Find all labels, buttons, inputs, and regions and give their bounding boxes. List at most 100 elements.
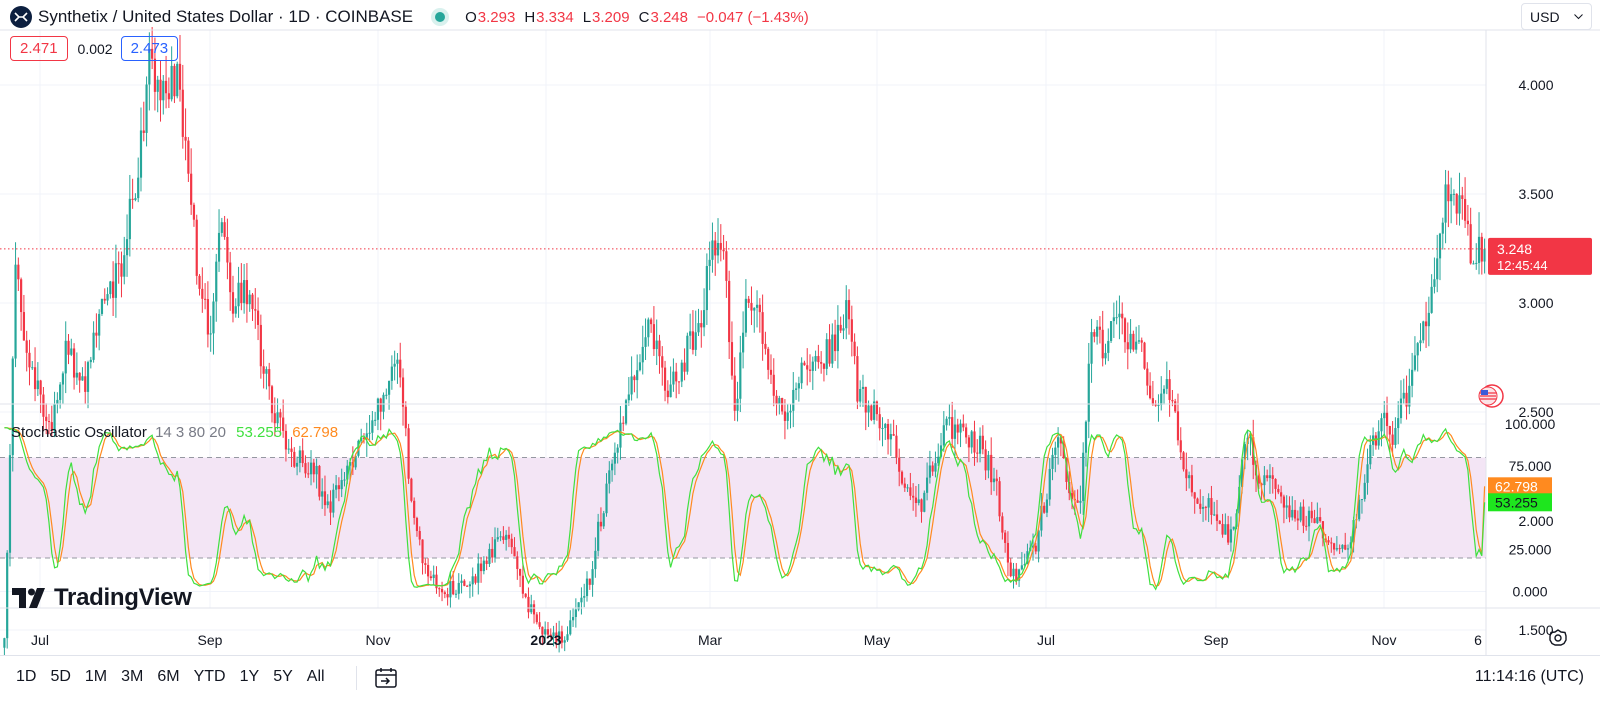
candle-body — [493, 539, 497, 558]
candle-body — [532, 604, 536, 615]
ask-price[interactable]: 2.473 — [120, 36, 179, 61]
candle-body — [474, 576, 477, 583]
spread-value: 0.002 — [77, 40, 113, 57]
date-range-icon[interactable] — [373, 666, 399, 690]
candle-body — [452, 580, 455, 595]
candle-body — [1444, 184, 1447, 223]
range-all[interactable]: All — [306, 668, 325, 685]
range-1m[interactable]: 1M — [84, 668, 108, 685]
logo-text: TradingView — [54, 584, 192, 611]
candle-body — [8, 455, 12, 553]
candle-body — [1441, 222, 1444, 234]
candle-body — [610, 463, 614, 471]
candle-body — [652, 324, 656, 350]
candle-body — [1305, 525, 1308, 527]
candle-body — [516, 556, 519, 570]
candle-body — [298, 450, 301, 463]
candle-body — [928, 465, 931, 478]
candle-body — [120, 263, 123, 277]
candle-body — [995, 478, 998, 482]
candle-body — [739, 352, 742, 399]
candle-body — [683, 362, 686, 372]
candle-body — [1271, 475, 1274, 479]
time-tick-label: Nov — [366, 632, 391, 648]
candle-body — [387, 380, 391, 395]
toolbar-divider — [356, 666, 357, 690]
candle-body — [382, 394, 385, 412]
time-tick-label: Jul — [31, 632, 49, 648]
range-5d[interactable]: 5D — [50, 668, 71, 685]
stoch-legend[interactable]: Stochastic Oscillator 14 3 80 20 53.255 … — [11, 424, 338, 441]
bid-price[interactable]: 2.471 — [10, 36, 68, 61]
candle-body — [1193, 492, 1196, 499]
candle-body — [1087, 363, 1090, 422]
candle-body — [164, 80, 168, 94]
candle-body — [1118, 313, 1121, 318]
candle-body — [1433, 279, 1436, 287]
candle-body — [655, 340, 658, 350]
candle-body — [226, 236, 229, 263]
candle-body — [599, 521, 603, 527]
range-5y[interactable]: 5Y — [273, 668, 293, 685]
candle-body — [831, 334, 834, 364]
candle-body — [1260, 483, 1263, 486]
candle-body — [758, 304, 761, 313]
candle-body — [828, 339, 831, 364]
candle-body — [806, 365, 809, 370]
stoch-lines — [4, 427, 1486, 591]
candle-body — [833, 334, 837, 352]
candle-body — [170, 65, 173, 100]
candle-body — [753, 307, 756, 311]
candle-body — [1207, 498, 1210, 508]
ohlc-l: L3.209 — [582, 8, 630, 26]
candle-body — [613, 452, 616, 464]
candle-body — [744, 298, 747, 333]
range-6m[interactable]: 6M — [157, 668, 180, 685]
candle-body — [867, 405, 870, 413]
candle-body — [691, 331, 695, 350]
candle-body — [282, 417, 285, 431]
candle-body — [767, 348, 770, 370]
candle-body — [234, 306, 237, 314]
candle-body — [728, 280, 731, 343]
candle-body — [92, 332, 95, 360]
candle-body — [1402, 392, 1405, 399]
settings-gear-icon[interactable] — [1548, 628, 1568, 648]
range-ytd[interactable]: YTD — [193, 668, 226, 685]
candle-body — [98, 313, 101, 336]
candle-body — [137, 177, 140, 199]
candle-body — [1358, 499, 1361, 520]
candle-body — [343, 479, 346, 481]
candle-body — [608, 470, 611, 484]
utc-clock[interactable]: 11:14:16 (UTC) — [1474, 668, 1584, 685]
candle-body — [839, 324, 842, 331]
symbol-title[interactable]: Synthetix / United States Dollar · 1D · … — [38, 7, 414, 26]
range-3m[interactable]: 3M — [121, 668, 144, 685]
us-flag-icon[interactable] — [1475, 384, 1509, 408]
range-1y[interactable]: 1Y — [239, 668, 260, 685]
candle-body — [1282, 496, 1285, 508]
currency-select[interactable]: USD — [1521, 3, 1592, 30]
symbol-header[interactable]: Synthetix / United States Dollar · 1D · … — [10, 5, 809, 29]
candle-body — [399, 359, 402, 378]
candle-body — [70, 348, 73, 355]
candle-body — [1430, 286, 1433, 313]
time-tick-label: May — [864, 632, 890, 648]
range-1d[interactable]: 1D — [16, 668, 37, 685]
candle-body — [730, 342, 734, 376]
tradingview-logo[interactable]: TradingView — [12, 584, 192, 612]
candle-body — [1034, 545, 1037, 552]
candle-body — [1160, 393, 1163, 405]
price-axes[interactable]: 4.000 3.500 3.000 2.500 2.000 1.500 100.000 75.… — [0, 29, 1600, 655]
candle-body — [1461, 195, 1464, 199]
candle-body — [571, 617, 575, 621]
candle-body — [1020, 565, 1023, 570]
candle-body — [502, 536, 505, 540]
candle-body — [1201, 506, 1205, 509]
candle-body — [1188, 475, 1191, 479]
candle-body — [1330, 542, 1333, 544]
candle-body — [390, 366, 393, 381]
candle-body — [1424, 321, 1428, 327]
